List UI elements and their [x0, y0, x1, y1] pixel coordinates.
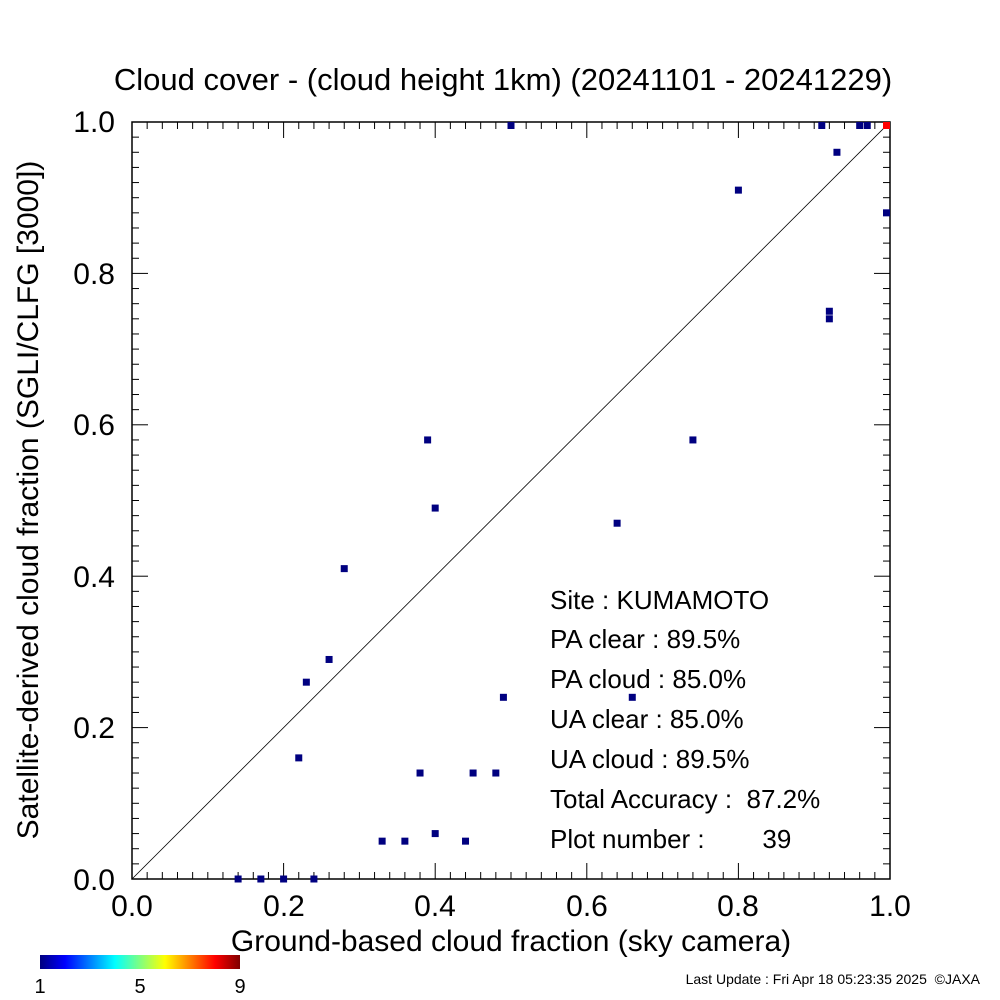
data-point — [295, 754, 303, 762]
x-tick-label: 1.0 — [869, 890, 911, 923]
data-point — [856, 122, 864, 129]
stat-pa-clear: PA clear : 89.5% — [550, 624, 740, 654]
data-point — [499, 693, 507, 701]
data-point — [340, 565, 348, 573]
y-tick-label: 0.8 — [73, 258, 115, 291]
data-point — [469, 769, 477, 777]
data-point — [689, 436, 697, 444]
data-point — [818, 122, 826, 129]
data-point — [325, 655, 333, 663]
data-point — [416, 769, 424, 777]
data-point — [378, 837, 386, 845]
data-point — [257, 875, 265, 883]
data-point — [234, 875, 242, 883]
data-point — [833, 148, 841, 156]
axis-ticks — [131, 121, 891, 880]
data-point — [883, 209, 890, 217]
x-tick-label: 0.0 — [111, 890, 153, 923]
data-point — [628, 693, 636, 701]
data-point — [462, 837, 470, 845]
y-tick-label: 1.0 — [73, 106, 115, 139]
x-tick-label: 0.4 — [414, 890, 456, 923]
stat-plot-number: Plot number : 39 — [550, 824, 791, 854]
stat-pa-cloud: PA cloud : 85.0% — [550, 664, 746, 694]
data-points — [234, 122, 890, 883]
y-tick-label: 0.4 — [73, 561, 115, 594]
colorbar — [40, 955, 240, 969]
data-point — [863, 122, 871, 129]
data-point — [280, 875, 288, 883]
footer-last-update: Last Update : Fri Apr 18 05:23:35 2025 ©… — [686, 971, 981, 987]
reference-line — [131, 121, 891, 880]
data-point — [507, 122, 515, 129]
data-point — [431, 504, 439, 512]
data-point — [734, 186, 742, 194]
stat-ua-cloud: UA cloud : 89.5% — [550, 744, 749, 774]
data-point — [492, 769, 500, 777]
data-point — [883, 122, 890, 129]
y-tick-label: 0.6 — [73, 409, 115, 442]
data-point — [613, 519, 621, 527]
stat-site: Site : KUMAMOTO — [550, 585, 769, 615]
stat-ua-clear: UA clear : 85.0% — [550, 704, 744, 734]
data-point — [302, 678, 310, 686]
y-tick-label: 0.0 — [73, 864, 115, 897]
x-tick-label: 0.8 — [717, 890, 759, 923]
x-tick-label: 0.2 — [263, 890, 305, 923]
x-tick-label: 0.6 — [566, 890, 608, 923]
data-point — [431, 830, 439, 838]
y-tick-label: 0.2 — [73, 712, 115, 745]
data-point — [401, 837, 409, 845]
data-point — [825, 307, 833, 315]
x-axis-title: Ground-based cloud fraction (sky camera) — [231, 925, 791, 958]
colorbar-max-label: 9 — [234, 976, 245, 998]
stat-total-accuracy: Total Accuracy : 87.2% — [550, 784, 820, 814]
data-point — [825, 315, 833, 323]
colorbar-min-label: 1 — [34, 976, 45, 998]
y-axis-title: Satellite-derived cloud fraction (SGLI/C… — [12, 161, 45, 840]
colorbar-mid-label: 5 — [134, 976, 145, 998]
data-point — [310, 875, 318, 883]
chart-title: Cloud cover - (cloud height 1km) (202411… — [114, 62, 892, 97]
data-point — [424, 436, 432, 444]
